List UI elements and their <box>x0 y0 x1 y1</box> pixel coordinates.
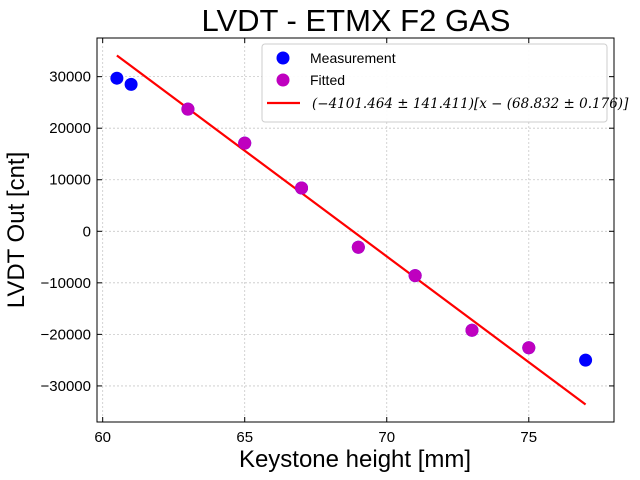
y-tick-label: −20000 <box>41 326 91 343</box>
fitted-point <box>408 269 422 283</box>
y-tick-label: 0 <box>83 223 91 240</box>
legend-label-fitted: Fitted <box>310 72 345 88</box>
fit-line-layer <box>116 54 587 406</box>
fitted-point <box>181 102 195 116</box>
plot-area-frame <box>96 37 615 423</box>
legend: Measurement Fitted (−4101.464 ± 141.411)… <box>261 43 629 123</box>
x-axis-label: Keystone height [mm] <box>239 446 471 473</box>
y-tick-label: 10000 <box>49 172 91 189</box>
fitted-point <box>351 240 365 254</box>
measurement-point <box>579 353 593 367</box>
fitted-point <box>295 181 309 195</box>
y-tick-label: 30000 <box>49 69 91 86</box>
x-tick-label: 70 <box>378 429 395 446</box>
fit-line <box>116 54 587 406</box>
y-axis-label: LVDT Out [cnt] <box>3 152 30 309</box>
axis-ticks: 60 65 70 75 −30000 −20000 −10000 0 10000 20000 300… <box>41 38 614 446</box>
y-tick-label: −10000 <box>41 275 91 292</box>
measurement-point <box>124 77 138 91</box>
legend-label-fit-equation: (−4101.464 ± 141.411)[x − (68.832 ± 0.17… <box>312 96 629 112</box>
legend-marker-fitted <box>276 73 290 87</box>
fitted-point <box>522 341 536 355</box>
chart-title: LVDT - ETMX F2 GAS <box>202 3 511 38</box>
x-tick-label: 75 <box>520 429 537 446</box>
legend-marker-measurement <box>276 51 290 65</box>
y-tick-label: −30000 <box>41 378 91 395</box>
legend-label-measurement: Measurement <box>310 50 396 66</box>
legend-box <box>261 43 608 123</box>
fitted-point <box>465 323 479 337</box>
x-tick-label: 60 <box>94 429 111 446</box>
fitted-point <box>238 136 252 150</box>
y-tick-label: 20000 <box>49 120 91 137</box>
x-tick-label: 65 <box>236 429 253 446</box>
measurement-point <box>110 71 124 85</box>
points-layer <box>110 71 593 367</box>
